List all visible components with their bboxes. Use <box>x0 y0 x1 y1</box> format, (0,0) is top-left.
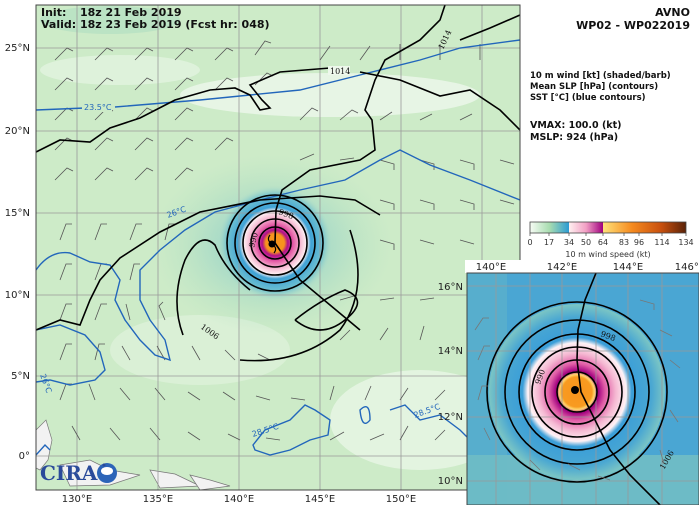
inset-lat-label-10n: 10°N <box>438 476 463 487</box>
inset-map-frame <box>466 272 699 505</box>
valid-value: 18z 23 Feb 2019 (Fcst hr: 048) <box>80 18 270 31</box>
lon-label-140e: 140°E <box>224 494 254 505</box>
lon-label-150e: 150°E <box>386 494 416 505</box>
colorbar-tick-0: 0 <box>527 238 532 247</box>
lat-label-20n: 20°N <box>5 126 30 137</box>
lat-label-15n: 15°N <box>5 208 30 219</box>
land-outlines <box>36 419 231 490</box>
lat-lon-grid <box>36 5 520 490</box>
slp-label-990: 990 <box>247 231 260 248</box>
inset-lat-label-16n: 16°N <box>438 282 463 293</box>
colorbar-tick-83: 83 <box>619 238 629 247</box>
wind-barbs <box>54 40 515 441</box>
colorbar-tick-50: 50 <box>581 238 591 247</box>
inset-lat-labels: 16°N 14°N 12°N 10°N <box>438 282 463 487</box>
colorbar-title: 10 m wind speed (kt) <box>565 250 650 259</box>
legend-slp: Mean SLP [hPa] (contours) <box>530 82 658 92</box>
cira-logo-text: CIRA <box>40 461 98 485</box>
inset-lon-label-144e: 144°E <box>613 262 643 273</box>
inset-lat-label-14n: 14°N <box>438 346 463 357</box>
mslp-value: MSLP: 924 (hPa) <box>530 132 618 143</box>
colorbar-tick-114: 114 <box>654 238 669 247</box>
slp-label-1014-a: 1014 <box>330 67 350 76</box>
cira-logo: CIRA <box>40 461 117 485</box>
inset-map: 998 990 1006 <box>467 273 699 505</box>
sst-label-23-5: 23.5°C <box>84 103 112 112</box>
colorbar: 0 17 34 50 64 83 96 114 134 10 m wind sp… <box>527 221 694 259</box>
colorbar-tick-34: 34 <box>564 238 574 247</box>
main-map-frame <box>35 4 521 491</box>
colorbar-tick-17: 17 <box>544 238 554 247</box>
storm-id: WP02 - WP022019 <box>576 19 690 32</box>
inset-lat-label-12n: 12°N <box>438 412 463 423</box>
lon-label-145e: 145°E <box>305 494 335 505</box>
inset-lon-label-142e: 142°E <box>547 262 577 273</box>
slp-contours <box>36 5 520 362</box>
legend-sst: SST [°C] (blue contours) <box>530 93 646 103</box>
valid-label: Valid: <box>41 18 76 31</box>
inset-lon-label-140e: 140°E <box>476 262 506 273</box>
colorbar-tick-64: 64 <box>598 238 608 247</box>
lat-label-25n: 25°N <box>5 43 30 54</box>
inset-slp-contours <box>486 273 668 505</box>
inset-lon-labels: 140°E 142°E 144°E 146°E <box>476 262 699 273</box>
lon-label-135e: 135°E <box>143 494 173 505</box>
lon-label-130e: 130°E <box>62 494 92 505</box>
vmax-value: VMAX: 100.0 (kt) <box>530 120 622 131</box>
inset-storm-center-icon <box>571 386 579 394</box>
hurricane-symbol-icon <box>267 234 277 254</box>
main-map: 23.5°C 26°C 26°C 28.5°C 28.5°C 1014 1014 <box>36 5 520 490</box>
lat-label-10n: 10°N <box>5 290 30 301</box>
colorbar-tick-134: 134 <box>678 238 693 247</box>
sst-contours <box>36 39 520 456</box>
model-name: AVNO <box>655 6 690 19</box>
init-value: 18z 21 Feb 2019 <box>80 6 182 19</box>
colorbar-tick-96: 96 <box>634 238 644 247</box>
legend-wind: 10 m wind [kt] (shaded/barb) <box>530 71 671 81</box>
inset-lon-label-146e: 146°E <box>675 262 699 273</box>
main-lon-labels: 130°E 135°E 140°E 145°E 150°E <box>62 494 416 505</box>
lat-label-0: 0° <box>19 451 30 462</box>
main-lat-labels: 25°N 20°N 15°N 10°N 5°N 0° <box>5 43 30 462</box>
init-label: Init: <box>41 6 66 19</box>
lat-label-5n: 5°N <box>11 371 30 382</box>
